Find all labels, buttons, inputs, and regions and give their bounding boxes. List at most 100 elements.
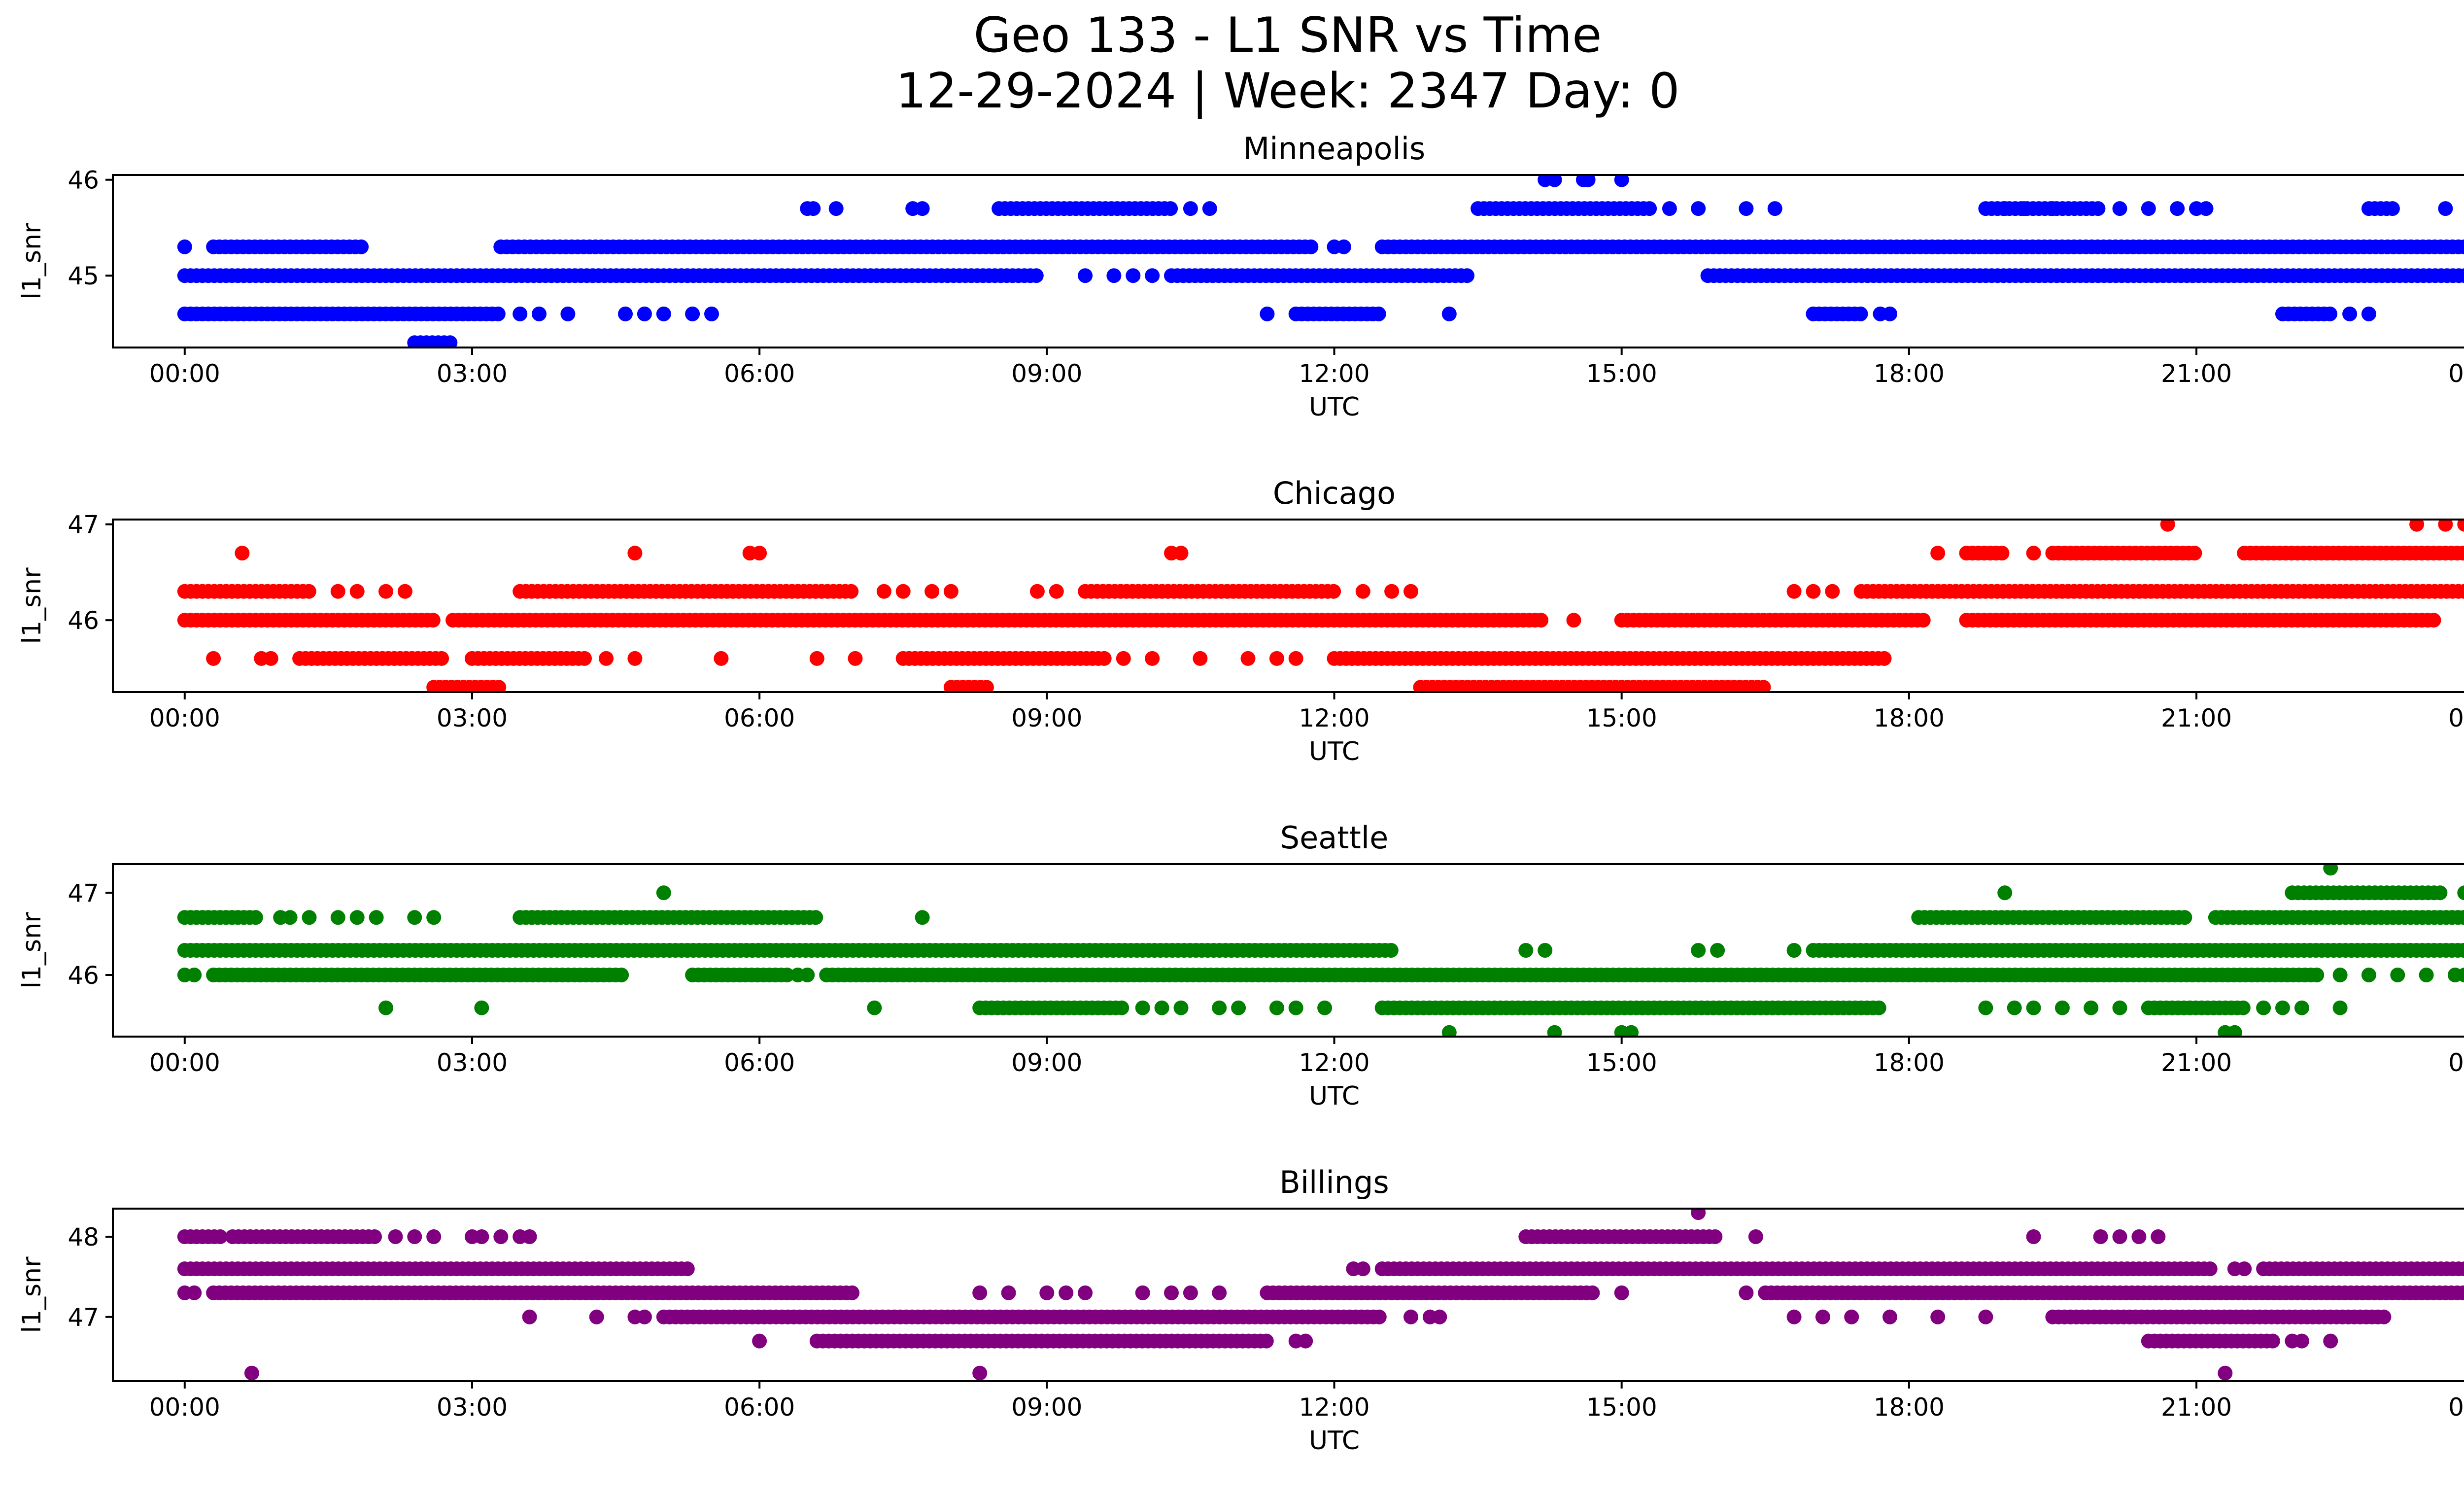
data-point — [637, 1309, 652, 1324]
data-point — [979, 680, 994, 692]
data-point — [1756, 680, 1771, 692]
data-point — [235, 546, 250, 561]
data-points — [177, 1209, 2464, 1381]
data-point — [599, 651, 614, 666]
data-point — [1441, 306, 1457, 321]
data-point — [1786, 1309, 1802, 1324]
data-point — [2177, 910, 2192, 925]
data-point — [2361, 968, 2376, 982]
x-tick-label: 12:00 — [1299, 1048, 1369, 1077]
y-tick-label: 47 — [68, 511, 99, 539]
data-point — [1231, 1000, 1246, 1015]
data-point — [972, 1285, 988, 1300]
data-point — [876, 584, 891, 599]
data-point — [1882, 306, 1897, 321]
x-tick-label: 09:00 — [1011, 359, 1082, 388]
data-point — [2457, 1261, 2464, 1277]
data-point — [2112, 1000, 2127, 1015]
data-point — [2007, 1000, 2022, 1015]
data-point — [2462, 945, 2464, 955]
data-point — [2198, 201, 2214, 216]
x-tick-label: 12:00 — [1299, 359, 1369, 388]
data-point — [354, 239, 369, 254]
data-point — [2342, 306, 2358, 321]
data-point — [1538, 943, 1553, 958]
data-point — [627, 651, 643, 666]
x-axis-label: UTC — [1309, 737, 1360, 766]
data-point — [848, 651, 863, 666]
data-point — [844, 584, 859, 599]
data-point — [972, 1365, 988, 1381]
data-point — [1371, 306, 1386, 321]
x-tick-label: 06:00 — [724, 704, 795, 732]
data-point — [656, 306, 671, 321]
x-tick-label: 12:00 — [1299, 704, 1369, 732]
data-point — [474, 1229, 489, 1244]
data-point — [800, 968, 815, 982]
x-tick-label: 21:00 — [2161, 704, 2232, 732]
subplot-title: Chicago — [1273, 475, 1396, 511]
data-point — [1614, 1285, 1629, 1300]
data-point — [2026, 1000, 2041, 1015]
data-point — [1126, 268, 1141, 283]
data-point — [490, 306, 506, 321]
data-point — [1614, 175, 1629, 187]
data-point — [1164, 1285, 1179, 1300]
data-point — [177, 239, 192, 254]
data-point — [2457, 968, 2464, 982]
data-point — [1441, 1025, 1457, 1037]
data-points — [177, 864, 2464, 1037]
data-point — [2170, 201, 2185, 216]
data-point — [1288, 1000, 1303, 1015]
data-point — [1624, 1025, 1639, 1037]
data-point — [302, 910, 317, 925]
x-tick-label: 15:00 — [1586, 1393, 1657, 1422]
subplot-billings: Billings 00:00 03:00 06:00 09:00 12:00 15:00 18… — [17, 1164, 2464, 1456]
data-point — [1355, 1261, 1370, 1277]
data-point — [2457, 584, 2464, 599]
data-point — [1326, 584, 1341, 599]
data-point — [943, 584, 958, 599]
data-point — [2462, 913, 2464, 922]
x-tick-label: 03:00 — [437, 704, 508, 732]
data-point — [1585, 1285, 1600, 1300]
data-point — [1871, 1000, 1886, 1015]
x-tick-label: 18:00 — [1874, 1048, 1945, 1077]
data-point — [187, 968, 202, 982]
data-point — [2456, 943, 2464, 958]
data-point — [577, 651, 592, 666]
data-point — [2332, 1000, 2348, 1015]
data-point — [2309, 968, 2325, 982]
data-point — [1748, 1229, 1763, 1244]
data-point — [2432, 885, 2448, 901]
data-point — [522, 1229, 537, 1244]
y-tick-label: 48 — [68, 1223, 99, 1252]
data-point — [378, 584, 393, 599]
data-point — [1518, 943, 1534, 958]
data-point — [714, 651, 729, 666]
data-point — [1547, 1025, 1562, 1037]
y-axis-label: l1_snr — [17, 912, 47, 989]
data-point — [1202, 201, 1217, 216]
data-point — [1260, 306, 1275, 321]
data-point — [397, 584, 412, 599]
data-point — [1173, 1000, 1189, 1015]
data-point — [1853, 306, 1868, 321]
data-point — [2151, 1229, 2166, 1244]
data-point — [828, 201, 844, 216]
data-point — [2235, 1000, 2251, 1015]
data-point — [845, 1285, 860, 1300]
data-point — [1371, 1309, 1387, 1324]
data-point — [1739, 1285, 1754, 1300]
data-point — [1183, 1285, 1198, 1300]
data-point — [618, 306, 633, 321]
data-point — [2390, 968, 2405, 982]
figure-title-line2: 12-29-2024 | Week: 2347 Day: 0 — [896, 63, 1680, 119]
data-point — [1240, 651, 1256, 666]
x-tick-label: 06:00 — [724, 359, 795, 388]
data-point — [1710, 943, 1725, 958]
figure-title-line1: Geo 133 - L1 SNR vs Time — [974, 7, 1602, 64]
data-point — [263, 651, 278, 666]
data-point — [2438, 201, 2453, 216]
